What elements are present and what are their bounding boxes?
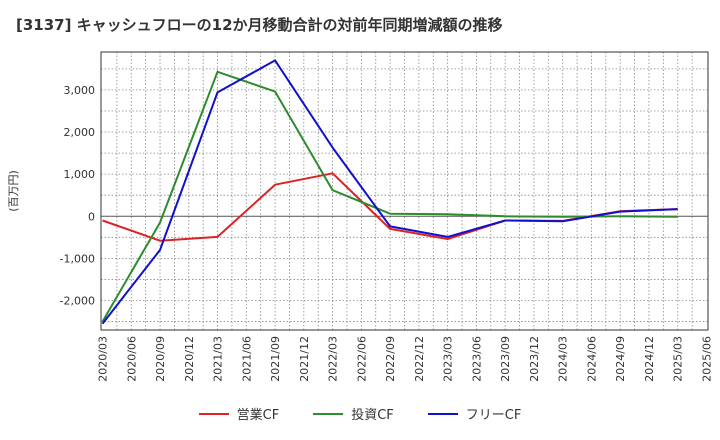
- legend-label-operating-cf: 営業CF: [236, 408, 280, 423]
- x-tick-label: 2023/03: [442, 336, 455, 382]
- y-tick-label: 1,000: [64, 168, 96, 181]
- x-tick-label: 2025/03: [672, 336, 685, 382]
- x-tick-label: 2021/03: [212, 336, 225, 382]
- legend-item-free-cf: フリーCF: [427, 404, 522, 423]
- y-tick-label: 2,000: [64, 126, 96, 139]
- series-group: [101, 59, 678, 325]
- x-tick-label: 2022/03: [327, 336, 340, 382]
- x-tick-label: 2023/09: [499, 336, 512, 382]
- grid: [101, 52, 708, 330]
- legend-swatch-free-cf: [427, 412, 458, 415]
- series-line-free-cf: [101, 59, 678, 325]
- y-axis-label: (百万円): [7, 170, 20, 212]
- y-tick-label: 0: [88, 210, 95, 223]
- x-tick-label: 2020/03: [97, 336, 110, 382]
- legend-swatch-operating-cf: [198, 412, 229, 415]
- x-tick-label: 2025/06: [701, 336, 714, 382]
- legend-swatch-investing-cf: [313, 412, 344, 415]
- x-tick-label: 2024/12: [643, 336, 656, 382]
- plot-frame: [100, 51, 709, 331]
- x-tick-label: 2023/12: [528, 336, 541, 382]
- chart-title: [3137] キャッシュフローの12か月移動合計の対前年同期増減額の推移: [16, 16, 503, 34]
- x-tick-label: 2020/06: [125, 336, 138, 382]
- legend-label-investing-cf: 投資CF: [351, 408, 394, 423]
- x-tick-label: 2024/09: [614, 336, 627, 382]
- x-tick-label: 2023/06: [470, 336, 483, 382]
- x-tick-label: 2020/12: [183, 336, 196, 382]
- legend-item-investing-cf: 投資CF: [313, 404, 394, 423]
- x-tick-label: 2021/06: [240, 336, 253, 382]
- x-tick-label: 2024/06: [585, 336, 598, 382]
- y-axis: 3,000 2,000 1,000 0 -1,000 -2,000: [60, 84, 95, 308]
- legend-label-free-cf: フリーCF: [465, 408, 522, 423]
- legend-item-operating-cf: 営業CF: [198, 404, 280, 423]
- y-tick-label: 3,000: [64, 84, 96, 97]
- legend: 営業CF 投資CF フリーCF: [0, 404, 720, 423]
- x-tick-label: 2024/03: [557, 336, 570, 382]
- y-tick-label: -2,000: [60, 295, 95, 308]
- x-axis: 2020/03 2020/06 2020/09 2020/12 2021/03 2021/…: [97, 336, 714, 382]
- x-tick-label: 2022/12: [413, 336, 426, 382]
- x-tick-label: 2020/09: [154, 336, 167, 382]
- series-line-investing-cf: [101, 70, 678, 323]
- x-tick-label: 2022/09: [384, 336, 397, 382]
- x-tick-label: 2021/12: [298, 336, 311, 382]
- x-tick-label: 2021/09: [269, 336, 282, 382]
- y-tick-label: -1,000: [60, 252, 95, 265]
- x-tick-label: 2022/06: [355, 336, 368, 382]
